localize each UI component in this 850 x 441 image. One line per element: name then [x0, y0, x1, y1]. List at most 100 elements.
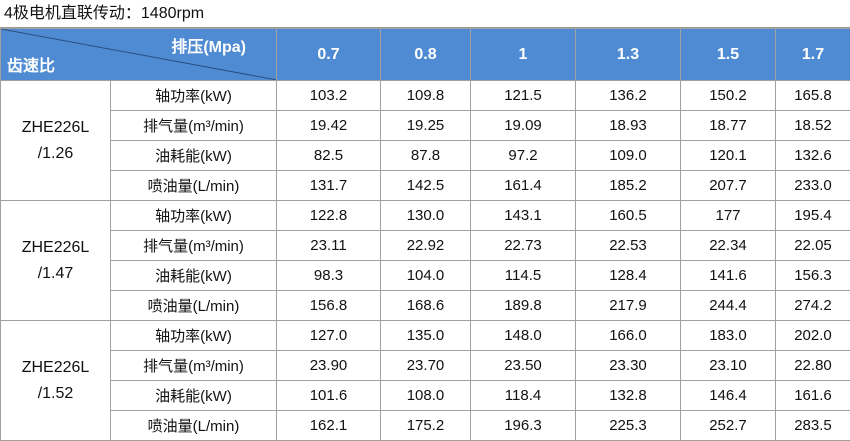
row-label: 喷油量(L/min): [110, 410, 277, 441]
title: 4极电机直联传动：1480rpm: [0, 0, 850, 28]
model-line: ZHE226L: [21, 358, 90, 376]
data-row: 油耗能(kW) 98.3 104.0 114.5 128.4 141.6 156.3: [1, 260, 850, 291]
value-cell: 274.2: [775, 290, 850, 321]
value-cell: 23.10: [680, 350, 776, 381]
value-cell: 136.2: [575, 80, 681, 111]
value-cell: 22.53: [575, 230, 681, 261]
value-cell: 19.09: [470, 110, 576, 141]
row-label: 油耗能(kW): [110, 380, 277, 411]
value-cell: 217.9: [575, 290, 681, 321]
diagonal: [1, 29, 276, 80]
value-cell: 177: [680, 200, 776, 231]
value-cell: 103.2: [276, 80, 381, 111]
model-cell: ZHE226L/1.26: [0, 80, 111, 201]
table-body: ZHE226L/1.26 轴功率(kW) 103.2 109.8 121.5 136.2 1…: [0, 80, 850, 441]
value-cell: 142.5: [380, 170, 471, 201]
value-cell: 150.2: [680, 80, 776, 111]
row-label: 油耗能(kW): [110, 260, 277, 291]
value-cell: 175.2: [380, 410, 471, 441]
model-line: ZHE226L: [21, 118, 90, 136]
spec-table: 排压(Mpa) 齿速比 0.7 0.8 1 1.3 1.5 1.7 ZHE226L/1.2…: [0, 28, 850, 441]
value-cell: 23.70: [380, 350, 471, 381]
value-cell: 22.92: [380, 230, 471, 261]
value-cell: 132.8: [575, 380, 681, 411]
value-cell: 22.80: [775, 350, 850, 381]
value-cell: 132.6: [775, 140, 850, 171]
model-line: /1.52: [37, 384, 74, 402]
value-cell: 87.8: [380, 140, 471, 171]
value-cell: 101.6: [276, 380, 381, 411]
data-row: 排气量(m³/min) 19.42 19.25 19.09 18.93 18.77 18.5…: [1, 110, 850, 141]
value-cell: 156.3: [775, 260, 850, 291]
value-cell: 128.4: [575, 260, 681, 291]
data-row: 排气量(m³/min) 23.90 23.70 23.50 23.30 23.10 22.8…: [1, 350, 850, 381]
pressure-header: 1.5: [680, 28, 776, 81]
pressure-label: 排压(Mpa): [171, 39, 246, 56]
value-cell: 283.5: [775, 410, 850, 441]
pressure-header: 1.7: [775, 28, 850, 81]
row-label: 轴功率(kW): [110, 200, 277, 231]
row-label: 喷油量(L/min): [110, 170, 277, 201]
value-cell: 165.8: [775, 80, 850, 111]
value-cell: 143.1: [470, 200, 576, 231]
pressure-header: 1: [470, 28, 576, 81]
value-cell: 225.3: [575, 410, 681, 441]
row-label: 喷油量(L/min): [110, 290, 277, 321]
value-cell: 244.4: [680, 290, 776, 321]
header-row: 排压(Mpa) 齿速比 0.7 0.8 1 1.3 1.5 1.7: [0, 28, 850, 81]
value-cell: 114.5: [470, 260, 576, 291]
value-cell: 183.0: [680, 320, 776, 351]
value-cell: 82.5: [276, 140, 381, 171]
value-cell: 108.0: [380, 380, 471, 411]
data-row: 喷油量(L/min) 156.8 168.6 189.8 217.9 244.4 274.2: [1, 290, 850, 321]
value-cell: 19.42: [276, 110, 381, 141]
value-cell: 130.0: [380, 200, 471, 231]
model-cell: ZHE226L/1.47: [0, 200, 111, 321]
value-cell: 18.52: [775, 110, 850, 141]
model-line: ZHE226L: [21, 238, 90, 256]
data-row: 油耗能(kW) 82.5 87.8 97.2 109.0 120.1 132.6: [1, 140, 850, 171]
value-cell: 18.93: [575, 110, 681, 141]
row-label: 轴功率(kW): [110, 80, 277, 111]
row-label: 轴功率(kW): [110, 320, 277, 351]
value-cell: 202.0: [775, 320, 850, 351]
value-cell: 131.7: [276, 170, 381, 201]
value-cell: 23.11: [276, 230, 381, 261]
value-cell: 98.3: [276, 260, 381, 291]
value-cell: 121.5: [470, 80, 576, 111]
row-label: 排气量(m³/min): [110, 230, 277, 261]
value-cell: 146.4: [680, 380, 776, 411]
value-cell: 233.0: [775, 170, 850, 201]
value-cell: 109.8: [380, 80, 471, 111]
pressure-header: 1.3: [575, 28, 681, 81]
value-cell: 120.1: [680, 140, 776, 171]
corner-cell: 排压(Mpa) 齿速比: [0, 28, 277, 81]
data-row: 油耗能(kW) 101.6 108.0 118.4 132.8 146.4 161.6: [1, 380, 850, 411]
value-cell: 135.0: [380, 320, 471, 351]
value-cell: 109.0: [575, 140, 681, 171]
model-cell: ZHE226L/1.52: [0, 320, 111, 441]
value-cell: 118.4: [470, 380, 576, 411]
data-row: ZHE226L/1.26 轴功率(kW) 103.2 109.8 121.5 136.2 1…: [0, 80, 850, 201]
value-cell: 189.8: [470, 290, 576, 321]
value-cell: 97.2: [470, 140, 576, 171]
value-cell: 23.30: [575, 350, 681, 381]
value-cell: 19.25: [380, 110, 471, 141]
data-row: 排气量(m³/min) 23.11 22.92 22.73 22.53 22.34 22.0…: [1, 230, 850, 261]
data-row: 喷油量(L/min) 131.7 142.5 161.4 185.2 207.7 233.0: [1, 170, 850, 201]
value-cell: 148.0: [470, 320, 576, 351]
value-cell: 161.4: [470, 170, 576, 201]
data-row: ZHE226L/1.52 轴功率(kW) 127.0 135.0 148.0 166.0 1…: [0, 320, 850, 441]
model-line: /1.26: [37, 144, 74, 162]
value-cell: 185.2: [575, 170, 681, 201]
value-cell: 104.0: [380, 260, 471, 291]
value-cell: 22.73: [470, 230, 576, 261]
value-cell: 160.5: [575, 200, 681, 231]
value-cell: 161.6: [775, 380, 850, 411]
value-cell: 195.4: [775, 200, 850, 231]
data-row: 喷油量(L/min) 162.1 175.2 196.3 225.3 252.7 283.5: [1, 410, 850, 441]
ratio-label: 齿速比: [7, 58, 56, 75]
data-row: ZHE226L/1.47 轴功率(kW) 122.8 130.0 143.1 160.5 1…: [0, 200, 850, 321]
row-label: 排气量(m³/min): [110, 110, 277, 141]
